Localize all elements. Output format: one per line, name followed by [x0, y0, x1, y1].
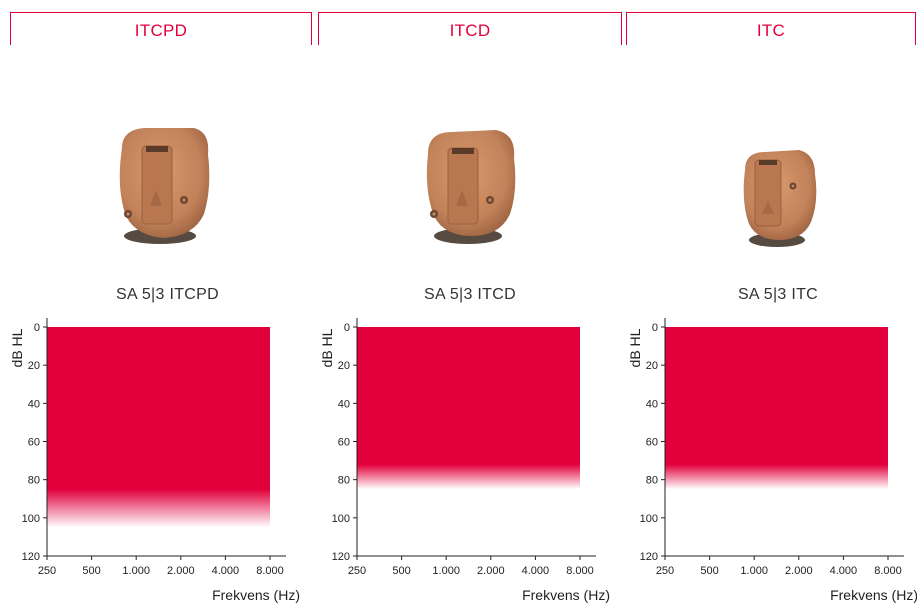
- y-tick-label: 80: [646, 475, 658, 487]
- x-tick-label: 500: [82, 565, 100, 577]
- y-tick-label: 0: [34, 322, 40, 334]
- y-tick-label: 120: [332, 551, 350, 563]
- y-tick-label: 40: [338, 398, 350, 410]
- x-tick-label: 8.000: [566, 565, 594, 577]
- x-tick-label: 250: [656, 565, 674, 577]
- x-tick-label: 4.000: [212, 565, 240, 577]
- model-name: SA 5|3 ITCD: [424, 286, 516, 303]
- y-tick-label: 60: [28, 437, 40, 449]
- x-tick-label: 250: [348, 565, 366, 577]
- itcd-hearing-aid-image: [426, 130, 516, 244]
- x-axis-label: Frekvens (Hz): [522, 587, 610, 603]
- y-tick-label: 80: [28, 475, 40, 487]
- x-tick-label: 2.000: [477, 565, 505, 577]
- tab-label: ITCPD: [134, 21, 188, 40]
- y-tick-label: 100: [640, 513, 658, 525]
- x-tick-label: 4.000: [830, 565, 858, 577]
- fitting-range-area: [47, 327, 270, 528]
- y-axis-label: dB HL: [627, 328, 643, 367]
- model-name: SA 5|3 ITCPD: [116, 286, 219, 303]
- model-name: SA 5|3 ITC: [737, 286, 819, 303]
- product-column-itcpd: ITCPD SA 5|3 ITCPD 0 20 40 60 80 100 120 250 500…: [0, 0, 312, 608]
- y-tick-label: 40: [28, 398, 40, 410]
- x-tick-label: 2.000: [167, 565, 195, 577]
- x-tick-label: 250: [38, 565, 56, 577]
- x-tick-label: 8.000: [874, 565, 902, 577]
- x-tick-label: 500: [700, 565, 718, 577]
- y-tick-label: 40: [646, 398, 658, 410]
- itcpd-hearing-aid-image: [119, 128, 210, 244]
- y-tick-label: 60: [646, 437, 658, 449]
- y-tick-label: 100: [332, 513, 350, 525]
- fitting-range-area: [357, 327, 580, 490]
- x-tick-label: 1.000: [122, 565, 150, 577]
- fitting-range-chart-itcd: 0 20 40 60 80 100 120 250 500 1.000 2.000 4.000 8.00…: [319, 318, 610, 603]
- x-axis-label: Frekvens (Hz): [830, 587, 917, 603]
- y-axis-label: dB HL: [319, 328, 335, 367]
- tab-itcd[interactable]: ITCD: [318, 12, 622, 45]
- y-tick-label: 60: [338, 437, 350, 449]
- x-tick-label: 1.000: [432, 565, 460, 577]
- fitting-range-chart-itcpd: 0 20 40 60 80 100 120 250 500 1.000 2.000 4.000 8.00…: [9, 318, 300, 603]
- tab-itcpd[interactable]: ITCPD: [10, 12, 312, 45]
- y-tick-label: 120: [640, 551, 658, 563]
- product-column-itc: ITC SA 5|3 ITC 0 20 40 60 80 100 120 250 500 1.00…: [618, 0, 917, 608]
- fitting-range-chart-itc: 0 20 40 60 80 100 120 250 500 1.000 2.000 4.000 8.00…: [627, 318, 917, 603]
- y-tick-label: 20: [28, 360, 40, 372]
- y-tick-label: 20: [338, 360, 350, 372]
- tab-label: ITCD: [449, 21, 491, 40]
- x-tick-label: 8.000: [256, 565, 284, 577]
- x-tick-label: 500: [392, 565, 410, 577]
- y-tick-label: 120: [22, 551, 40, 563]
- y-tick-label: 0: [344, 322, 350, 334]
- y-tick-label: 0: [652, 322, 658, 334]
- fitting-range-area: [665, 327, 888, 490]
- y-tick-label: 20: [646, 360, 658, 372]
- x-tick-label: 4.000: [522, 565, 550, 577]
- y-axis-label: dB HL: [9, 328, 25, 367]
- x-axis-label: Frekvens (Hz): [212, 587, 300, 603]
- y-tick-label: 80: [338, 475, 350, 487]
- itc-hearing-aid-image: [743, 150, 817, 247]
- product-column-itcd: ITCD SA 5|3 ITCD 0 20 40 60 80 100 120 250 500 1.…: [310, 0, 622, 608]
- x-tick-label: 1.000: [740, 565, 768, 577]
- tab-itc[interactable]: ITC: [626, 12, 916, 45]
- x-tick-label: 2.000: [785, 565, 813, 577]
- y-tick-label: 100: [22, 513, 40, 525]
- tab-label: ITC: [756, 21, 786, 40]
